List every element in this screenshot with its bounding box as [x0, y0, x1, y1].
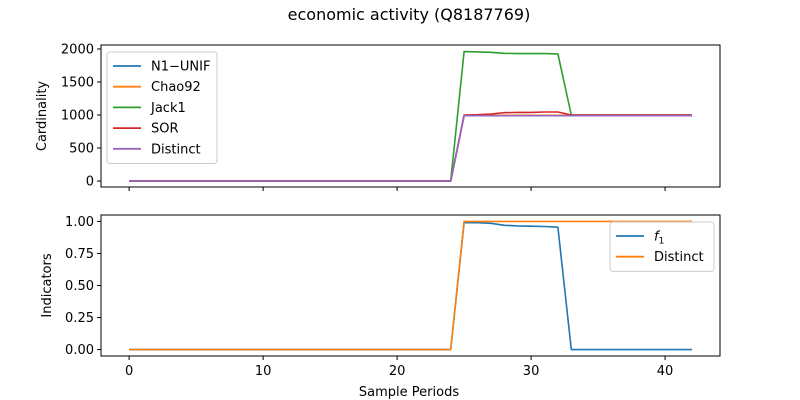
x-tick-label: 30 [523, 364, 540, 379]
legend-label: f1 [654, 230, 664, 247]
y-axis-label: Indicators [40, 253, 55, 317]
legend: N1−UNIF Chao92 Jack1 SOR Distinct [106, 51, 218, 164]
y-tick-label: 0.25 [65, 311, 94, 326]
series-line-distinct [129, 114, 692, 182]
legend: f1 Distinct [609, 221, 715, 272]
legend-box [609, 221, 715, 272]
y-tick-label: 1000 [61, 109, 94, 124]
legend-box [106, 51, 218, 164]
y-axis-label: Cardinality [35, 81, 50, 152]
chart-title: economic activity (Q8187769) [288, 5, 531, 24]
y-tick-label: 0.50 [65, 279, 94, 294]
x-tick-label: 20 [389, 364, 406, 379]
legend-label: N1−UNIF [151, 60, 210, 75]
panel-1: 0 500 1000 1500 2000 Cardinality N1−UNIF Chao92… [35, 42, 721, 191]
y-tick-label: 0.75 [65, 247, 94, 262]
y-tick-label: 2000 [61, 42, 94, 57]
y-tick-label: 0.00 [65, 343, 94, 358]
x-tick-label: 0 [125, 364, 133, 379]
panel-1-frame [100, 44, 721, 188]
x-tick-label: 40 [657, 364, 674, 379]
legend-label: Chao92 [151, 80, 201, 95]
y-tick-label: 1.00 [65, 215, 94, 230]
y-tick-label: 0 [86, 175, 94, 190]
legend-label: Distinct [151, 142, 201, 157]
x-axis-label: Sample Periods [359, 385, 459, 400]
x-tick-label: 10 [255, 364, 272, 379]
legend-label: Distinct [654, 250, 704, 265]
legend-label: Jack1 [150, 101, 186, 116]
y-tick-label: 1500 [61, 75, 94, 90]
legend-label: SOR [151, 122, 179, 137]
panel-2: 0 10 20 30 40 0.00 0.25 0.50 0.75 1.00 Indicators f… [40, 214, 721, 379]
series-line-jack1 [129, 50, 692, 182]
y-tick-label: 500 [69, 142, 94, 157]
series-line-distinct [129, 220, 692, 351]
